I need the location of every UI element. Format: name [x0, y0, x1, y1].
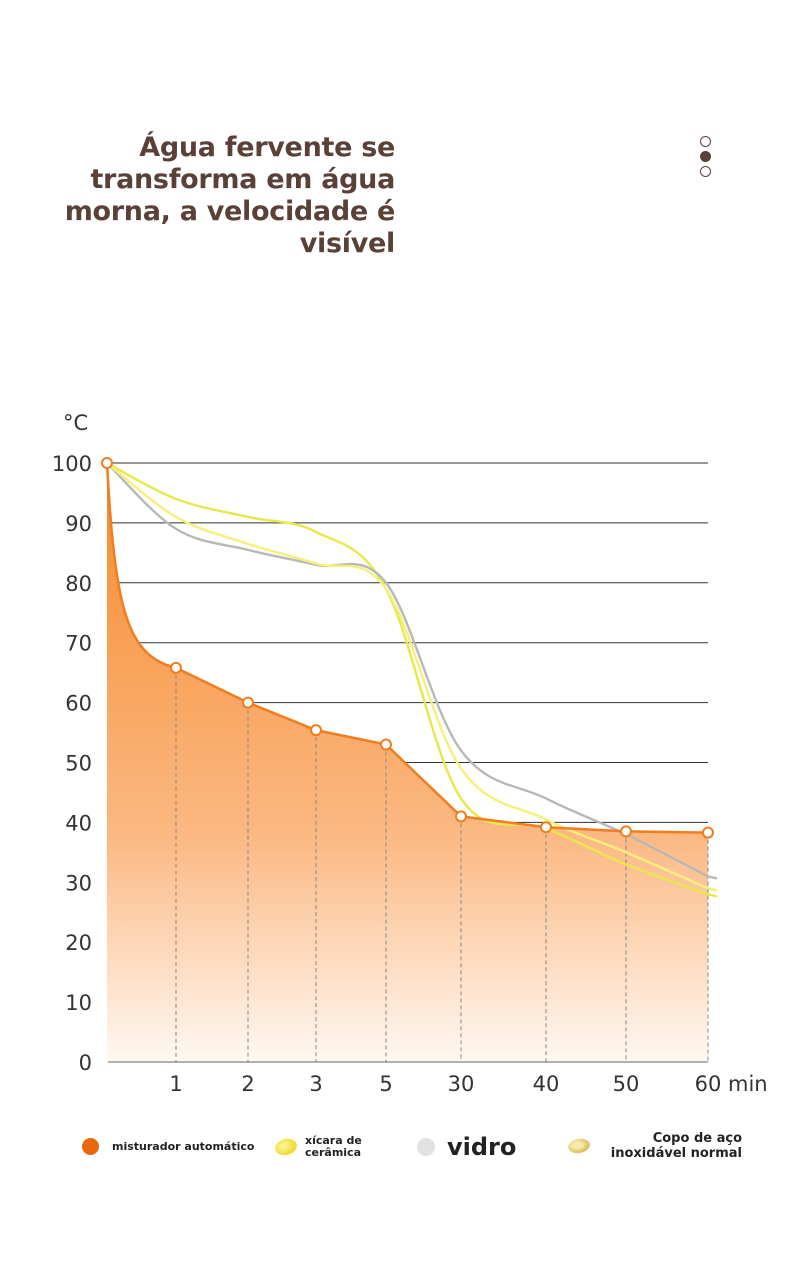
y-tick-label: 50 — [65, 752, 92, 776]
x-tick-label: 5 — [379, 1072, 392, 1096]
y-tick-label: 10 — [65, 991, 92, 1015]
x-tick-label: 2 — [241, 1072, 254, 1096]
legend-item-vidro: vidro — [417, 1133, 516, 1161]
y-tick-label: 90 — [65, 512, 92, 536]
series-line-misturador — [105, 462, 709, 834]
x-tick-label: 40 — [533, 1072, 560, 1096]
y-tick-label: 80 — [65, 572, 92, 596]
x-tick-label: 1 — [169, 1072, 182, 1096]
data-point — [702, 826, 714, 839]
series-line-1 — [105, 461, 718, 898]
page-dot-active[interactable] — [700, 151, 711, 162]
page-indicator — [700, 136, 712, 181]
data-point — [242, 696, 254, 709]
series-line-3 — [105, 461, 718, 892]
x-tick-label: 50 — [613, 1072, 640, 1096]
y-tick-label: 100 — [52, 452, 92, 476]
legend-item-aco: Copo de aço inoxidável normal — [566, 1131, 742, 1161]
series-area-misturador — [107, 463, 708, 1062]
y-tick-label: 0 — [79, 1051, 92, 1075]
x-tick-label: 3 — [309, 1072, 322, 1096]
legend-item-misturador: misturador automático — [82, 1138, 254, 1155]
series-line-2 — [105, 461, 718, 880]
x-tick-label: 30 — [448, 1072, 475, 1096]
data-point — [101, 457, 113, 469]
x-tick-label: 60 — [695, 1072, 722, 1096]
legend-swatch-icon — [82, 1138, 99, 1155]
y-tick-label: 60 — [65, 692, 92, 716]
page-title: Água fervente se transforma em água morn… — [64, 132, 396, 259]
data-point — [310, 724, 322, 737]
y-tick-label: 30 — [65, 871, 92, 895]
y-tick-label: 70 — [65, 632, 92, 656]
legend-label: Copo de aço inoxidável normal — [610, 1131, 742, 1161]
legend-label: xícara de cerâmica — [305, 1134, 362, 1159]
y-tick-labels: 0 10 20 30 40 50 60 70 80 90 100 — [52, 452, 92, 1075]
data-point — [620, 825, 632, 838]
y-axis-unit: °C — [63, 411, 88, 435]
y-tick-label: 20 — [65, 931, 92, 955]
legend-label: vidro — [447, 1133, 517, 1161]
page-dot[interactable] — [700, 136, 711, 147]
legend-swatch-icon — [417, 1138, 435, 1156]
data-point — [540, 821, 552, 834]
y-tick-label: 40 — [65, 811, 92, 835]
legend-item-ceramica: xícara de cerâmica — [273, 1135, 367, 1159]
lemon-icon — [275, 1138, 297, 1156]
legend-label: misturador automático — [112, 1140, 255, 1153]
drop-lines — [175, 667, 709, 1062]
data-point — [455, 810, 467, 823]
lemon-icon — [568, 1138, 590, 1154]
x-tick-labels: 1 2 3 5 30 40 50 60 — [169, 1072, 721, 1096]
data-point — [380, 738, 392, 751]
data-point — [170, 661, 182, 674]
x-axis-unit: min — [728, 1072, 768, 1096]
page-dot[interactable] — [700, 166, 711, 177]
